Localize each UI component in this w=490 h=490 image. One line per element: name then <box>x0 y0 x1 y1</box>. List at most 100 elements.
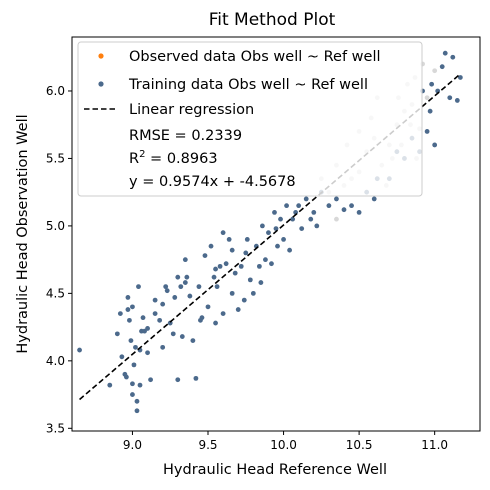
y-tick-label: 6.0 <box>46 84 65 98</box>
data-point <box>208 243 214 249</box>
data-point <box>170 331 176 337</box>
data-point <box>134 408 140 414</box>
data-point <box>223 261 229 267</box>
legend-label-training: Training data Obs well ~ Ref well <box>128 77 368 93</box>
data-point <box>356 210 362 215</box>
data-point <box>247 277 253 283</box>
data-point <box>107 382 113 388</box>
data-point <box>134 398 140 404</box>
data-point <box>427 108 433 114</box>
data-point <box>371 196 377 202</box>
data-point <box>163 284 169 290</box>
data-point <box>133 344 138 350</box>
data-point <box>232 270 238 276</box>
data-point <box>157 317 163 323</box>
y-axis-ticks: 3.5 4.0 4.5 5.0 5.5 6.0 <box>46 84 72 435</box>
data-point <box>182 257 188 263</box>
y-tick-label: 3.5 <box>46 421 65 435</box>
data-point <box>429 81 435 87</box>
data-point <box>439 64 445 70</box>
data-point <box>152 297 158 303</box>
data-point <box>457 75 463 80</box>
y-tick-label: 5.5 <box>46 151 65 165</box>
x-tick-label: 10.5 <box>346 438 373 452</box>
data-point <box>128 338 134 343</box>
data-point <box>334 216 339 222</box>
data-point <box>311 210 317 215</box>
data-point <box>349 203 354 209</box>
x-tick-label: 11.0 <box>421 438 448 452</box>
y-axis-label: Hydraulic Head Observation Well <box>15 114 31 353</box>
data-point <box>454 98 460 103</box>
data-point <box>424 95 430 101</box>
y-tick-label: 4.0 <box>46 354 65 368</box>
x-axis-label: Hydraulic Head Reference Well <box>163 462 387 478</box>
legend: Observed data Obs well ~ Ref well Traini… <box>77 41 423 197</box>
data-point <box>193 375 199 381</box>
data-point <box>125 295 131 300</box>
equation-annotation: y = 0.9574x + -4.5678 <box>129 174 296 190</box>
data-point <box>334 196 339 202</box>
data-point <box>198 317 203 323</box>
data-point <box>424 129 430 134</box>
data-point <box>229 290 235 296</box>
data-point <box>326 203 332 209</box>
legend-box <box>77 41 423 197</box>
data-point <box>226 237 232 242</box>
data-point <box>314 223 320 229</box>
data-point <box>140 315 146 321</box>
data-point <box>260 223 265 229</box>
data-point <box>178 284 184 290</box>
data-point <box>145 350 150 356</box>
data-point <box>175 377 181 383</box>
data-point <box>220 230 226 236</box>
data-point <box>164 288 170 294</box>
data-point <box>136 284 141 290</box>
data-point <box>299 226 305 232</box>
r2-superscript: 2 <box>139 149 145 160</box>
data-point <box>130 304 135 310</box>
x-tick-label: 9.0 <box>123 438 142 452</box>
data-point <box>117 311 123 317</box>
data-point <box>131 362 137 368</box>
data-point <box>119 354 125 360</box>
y-tick-label: 5.0 <box>46 219 65 233</box>
data-point <box>244 237 250 242</box>
legend-marker-training <box>98 81 104 87</box>
data-point <box>296 203 302 209</box>
data-point <box>243 250 249 256</box>
chart-title: Fit Method Plot <box>209 10 336 30</box>
data-point <box>238 263 244 269</box>
data-point <box>127 317 132 323</box>
data-point <box>214 284 220 290</box>
data-point <box>130 381 135 387</box>
data-point <box>241 297 247 303</box>
data-point <box>182 280 188 285</box>
data-point <box>250 290 256 296</box>
data-point <box>287 247 292 253</box>
data-point <box>281 237 286 242</box>
data-point <box>220 311 226 317</box>
data-point <box>179 334 185 339</box>
data-point <box>148 377 153 383</box>
data-point <box>190 338 196 343</box>
data-point <box>137 382 143 388</box>
legend-label-observed: Observed data Obs well ~ Ref well <box>129 49 381 65</box>
data-point <box>303 196 309 202</box>
data-point <box>124 374 129 380</box>
data-point <box>160 344 166 350</box>
data-point <box>202 253 208 258</box>
data-point <box>187 293 193 299</box>
data-point <box>275 243 280 249</box>
data-point <box>211 274 217 280</box>
r2-value: = 0.8963 <box>145 151 217 167</box>
data-point <box>341 207 347 213</box>
r2-annotation: R2 = 0.8963 <box>129 149 218 167</box>
data-point <box>172 295 178 300</box>
data-point <box>205 304 211 310</box>
data-point <box>77 347 82 353</box>
legend-marker-observed <box>98 53 104 59</box>
data-point <box>213 320 218 326</box>
data-point <box>278 216 283 222</box>
data-point <box>229 247 235 253</box>
